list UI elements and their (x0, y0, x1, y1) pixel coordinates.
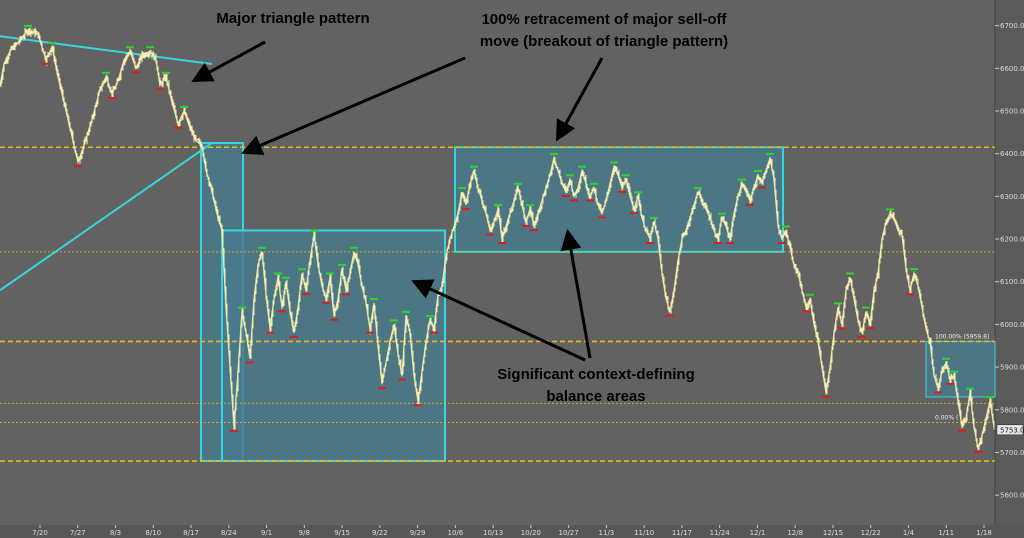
x-tick-label: 7/27 (70, 529, 86, 537)
y-tick-label: 6000.0 (1000, 321, 1024, 329)
x-tick-label: 11/24 (710, 529, 731, 537)
annotation-triangle: Major triangle pattern (216, 10, 370, 27)
price-axis-panel (995, 0, 1024, 538)
swing-markers (24, 24, 994, 454)
trendline-2 (0, 142, 213, 292)
fib-bottom-label: 0.00% ( (935, 415, 958, 422)
balance-zone-3 (454, 146, 784, 253)
y-axis-ticks: 5600.0 5700.0 5800.0 5900.0 6000.0 6100.0 6200… (995, 22, 1024, 500)
y-tick-label: 6100.0 (1000, 278, 1024, 286)
x-tick-label: 12/1 (750, 529, 766, 537)
x-tick-label: 8/24 (221, 529, 237, 537)
arrow-retracement-left (241, 56, 466, 156)
x-tick-label: 9/15 (334, 529, 350, 537)
annotation-balance: Significant context-defining balance are… (476, 364, 716, 408)
triangle-trendlines (0, 35, 213, 292)
annotation-retracement: 100% retracement of major sell-off move … (444, 9, 764, 53)
x-tick-label: 10/13 (483, 529, 503, 537)
time-axis-panel (0, 525, 1024, 538)
horizontal-levels (0, 146, 995, 462)
y-tick-label: 5700.0 (1000, 449, 1024, 457)
arrow-balance-left (411, 279, 586, 362)
x-tick-label: 10/20 (521, 529, 541, 537)
balance-zones (200, 141, 996, 462)
x-tick-label: 8/10 (145, 529, 161, 537)
annotation-arrows (191, 40, 604, 362)
arrow-retracement-right (555, 57, 604, 142)
y-tick-label: 6500.0 (1000, 107, 1024, 115)
x-tick-label: 1/18 (976, 529, 992, 537)
x-tick-label: 8/3 (110, 529, 121, 537)
x-tick-label: 9/22 (372, 529, 388, 537)
x-tick-label: 10/27 (559, 529, 579, 537)
y-tick-label: 5800.0 (1000, 406, 1024, 414)
y-tick-label: 6300.0 (1000, 193, 1024, 201)
x-tick-label: 9/1 (261, 529, 272, 537)
y-tick-label: 6400.0 (1000, 150, 1024, 158)
x-tick-label: 12/15 (823, 529, 843, 537)
x-tick-label: 11/17 (672, 529, 692, 537)
annotation-retracement-line-1: 100% retracement of major sell-off (481, 11, 727, 28)
trendline-1 (0, 35, 213, 66)
y-tick-label: 6600.0 (1000, 65, 1024, 73)
x-tick-label: 11/10 (634, 529, 654, 537)
fib-top-label: 100.00% (5959.8) (935, 333, 989, 340)
arrow-balance-right (560, 228, 592, 359)
x-tick-label: 10/6 (447, 529, 463, 537)
x-tick-label: 8/17 (183, 529, 199, 537)
x-axis-ticks: 7/20 7/27 8/3 8/10 8/17 8/24 9/1 9/8 9/15 9/22 9/2… (32, 525, 992, 537)
price-line (0, 29, 995, 449)
y-tick-label: 5900.0 (1000, 364, 1024, 372)
x-tick-label: 9/29 (410, 529, 426, 537)
balance-zone-4 (925, 340, 996, 398)
y-tick-label: 6700.0 (1000, 22, 1024, 30)
annotation-retracement-line-2: move (breakout of triangle pattern) (479, 33, 729, 50)
x-tick-label: 12/22 (861, 529, 881, 537)
current-price-label: 5753.0 (1000, 426, 1024, 434)
y-tick-label: 5600.0 (1000, 492, 1024, 500)
y-tick-label: 6200.0 (1000, 236, 1024, 244)
annotation-balance-line-1: Significant context-defining (497, 366, 695, 383)
x-tick-label: 1/4 (903, 529, 915, 537)
level-labels: 100.00% (5959.8) 0.00% ( 5753.0 (935, 333, 1024, 436)
current-price-tag (996, 424, 1024, 436)
annotation-balance-line-2: balance areas (546, 388, 646, 405)
x-tick-label: 11/3 (599, 529, 615, 537)
x-tick-label: 7/20 (32, 529, 48, 537)
x-tick-label: 1/11 (938, 529, 954, 537)
x-tick-label: 9/8 (299, 529, 310, 537)
x-tick-label: 12/8 (787, 529, 803, 537)
arrow-triangle (191, 40, 266, 83)
